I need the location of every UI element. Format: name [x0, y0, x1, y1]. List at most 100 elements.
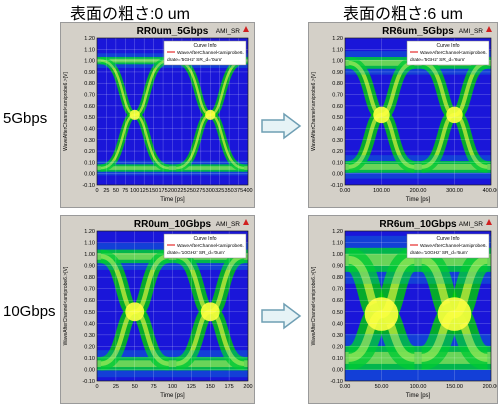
- marker-icon: [486, 219, 492, 225]
- plot-frame: [344, 230, 492, 382]
- x-tick-label: 150: [206, 384, 215, 390]
- y-axis-label: WaveAfterChannel<amiprobe6.>[V]: [63, 72, 69, 151]
- y-tick-label: 0.70: [84, 93, 95, 99]
- x-tick-label: 175: [158, 188, 167, 194]
- legend-entry: WaveAfterChannel<amiprobe6.: [420, 243, 487, 249]
- eye-diagram-panel: RR0um_10Gbps AMI_SR 1.20 1.10 1.00 0.90 0.80 0.…: [60, 215, 255, 404]
- legend-entry: WaveAfterChannel<amiprobe6.: [177, 50, 244, 56]
- right-arrow-icon: [261, 302, 302, 330]
- eye-transition-core: [252, 256, 254, 363]
- y-tick-label: -0.10: [82, 183, 95, 189]
- eye-transition: [495, 63, 497, 167]
- y-tick-label: 1.20: [84, 229, 95, 235]
- eye-transition-core: [495, 260, 497, 358]
- y-tick-label: 0.60: [84, 104, 95, 110]
- y-tick-label: 1.10: [332, 241, 343, 247]
- x-tick-label: 25: [103, 188, 109, 194]
- y-tick-label: 1.10: [84, 241, 95, 247]
- legend-title: Curve Info: [436, 43, 459, 49]
- y-tick-label: 0.30: [332, 138, 343, 144]
- y-tick-label: 0.50: [84, 115, 95, 121]
- y-tick-label: 0.70: [332, 287, 343, 293]
- y-tick-label: 0.30: [332, 333, 343, 339]
- eye-diagram-svg: RR6um_5Gbps AMI_SR 1.20 1.10 1.00 0.90 0.80 0.7…: [311, 26, 497, 203]
- eye-crossing: [373, 106, 390, 124]
- eye-diagram-panel: RR6um_10Gbps AMI_SR 1.20 1.10 1.00 0.90 0.80 0.…: [308, 215, 498, 404]
- eye-transition: [495, 260, 497, 358]
- eye-transition: [252, 256, 254, 363]
- y-tick-label: 0.80: [84, 275, 95, 281]
- corner-label: AMI_SR: [459, 221, 484, 228]
- eye-traces: [345, 235, 497, 381]
- y-tick-label: 0.90: [84, 264, 95, 270]
- header-right: 表面の粗さ:6 um: [342, 6, 464, 23]
- eye-crossing: [446, 106, 463, 124]
- y-tick-label: 0.60: [332, 104, 343, 110]
- y-tick-label: -0.10: [82, 379, 95, 385]
- eye-low-rail-core: [97, 360, 248, 368]
- x-tick-label: 0: [95, 384, 98, 390]
- y-tick-label: 0.40: [332, 126, 343, 132]
- corner-label: AMI_SR: [459, 28, 484, 35]
- y-tick-label: 0.00: [332, 172, 343, 178]
- y-tick-label: 0.80: [332, 81, 343, 87]
- x-axis-label: Time [ps]: [406, 197, 431, 203]
- x-tick-label: 100.00: [410, 384, 427, 390]
- eye-halo: [345, 333, 491, 381]
- x-tick-label: 300: [206, 188, 215, 194]
- y-tick-label: 0.40: [84, 126, 95, 132]
- eye-diagram-svg: RR6um_10Gbps AMI_SR 1.20 1.10 1.00 0.90 0.80 0.…: [311, 219, 497, 399]
- right-arrow-icon: [261, 112, 302, 140]
- eye-transition-core: [495, 260, 497, 358]
- y-tick-label: 0.70: [84, 287, 95, 293]
- marker-icon: [486, 26, 492, 32]
- x-tick-label: 200.00: [483, 384, 497, 390]
- chart-title: RR0um_5Gbps: [137, 26, 209, 37]
- y-tick-label: 0.80: [84, 81, 95, 87]
- y-tick-label: 1.00: [84, 59, 95, 65]
- y-tick-label: 0.50: [332, 310, 343, 316]
- legend-entry-detail: drate='5GHz' SR_d='0um': [167, 57, 222, 63]
- eye-transition-core: [252, 61, 254, 168]
- eye-transition-core: [495, 63, 497, 167]
- eye-crossing: [205, 109, 216, 121]
- x-tick-label: 150: [149, 188, 158, 194]
- y-tick-label: 0.10: [84, 356, 95, 362]
- chart-title: RR6um_10Gbps: [379, 219, 457, 230]
- eye-diagram-svg: RR0um_10Gbps AMI_SR 1.20 1.10 1.00 0.90 0.80 0.…: [63, 219, 254, 399]
- y-tick-label: 1.20: [332, 36, 343, 42]
- eye-transition-core: [252, 256, 254, 363]
- x-tick-label: 25: [113, 384, 119, 390]
- y-tick-label: 0.90: [332, 70, 343, 76]
- x-tick-label: 225: [177, 188, 186, 194]
- x-tick-label: 75: [151, 384, 157, 390]
- y-tick-label: 0.40: [84, 321, 95, 327]
- header-left: 表面の粗さ:0 um: [69, 6, 191, 23]
- eye-crossing: [437, 297, 472, 331]
- x-tick-label: 0: [95, 188, 98, 194]
- plot-frame: [96, 230, 249, 382]
- eye-transition: [252, 256, 254, 363]
- y-tick-label: 0.60: [332, 298, 343, 304]
- legend-box: [406, 233, 490, 259]
- legend-box: [163, 40, 247, 66]
- eye-transition: [252, 61, 254, 168]
- y-tick-label: 0.20: [84, 344, 95, 350]
- legend-entry: WaveAfterChannel<amiprobe6.: [420, 50, 487, 56]
- x-tick-label: 175: [225, 384, 234, 390]
- y-tick-label: 0.40: [332, 321, 343, 327]
- y-tick-label: 0.10: [84, 160, 95, 166]
- eye-diagram-panel: RR0um_5Gbps AMI_SR 1.20 1.10 1.00 0.90 0.80 0.7…: [60, 22, 255, 208]
- x-tick-label: 400.00: [483, 188, 497, 194]
- x-tick-label: 400: [243, 188, 252, 194]
- eye-transition-core: [495, 63, 497, 167]
- eye-transition: [495, 63, 497, 167]
- legend-title: Curve Info: [193, 43, 216, 49]
- y-tick-label: 1.00: [332, 59, 343, 65]
- x-tick-label: 125: [187, 384, 196, 390]
- y-tick-label: 1.10: [84, 47, 95, 53]
- x-tick-label: 200.00: [410, 188, 427, 194]
- x-tick-label: 100.00: [373, 188, 390, 194]
- row-label-10gbps: 10Gbps: [3, 303, 56, 320]
- y-tick-label: 0.90: [332, 264, 343, 270]
